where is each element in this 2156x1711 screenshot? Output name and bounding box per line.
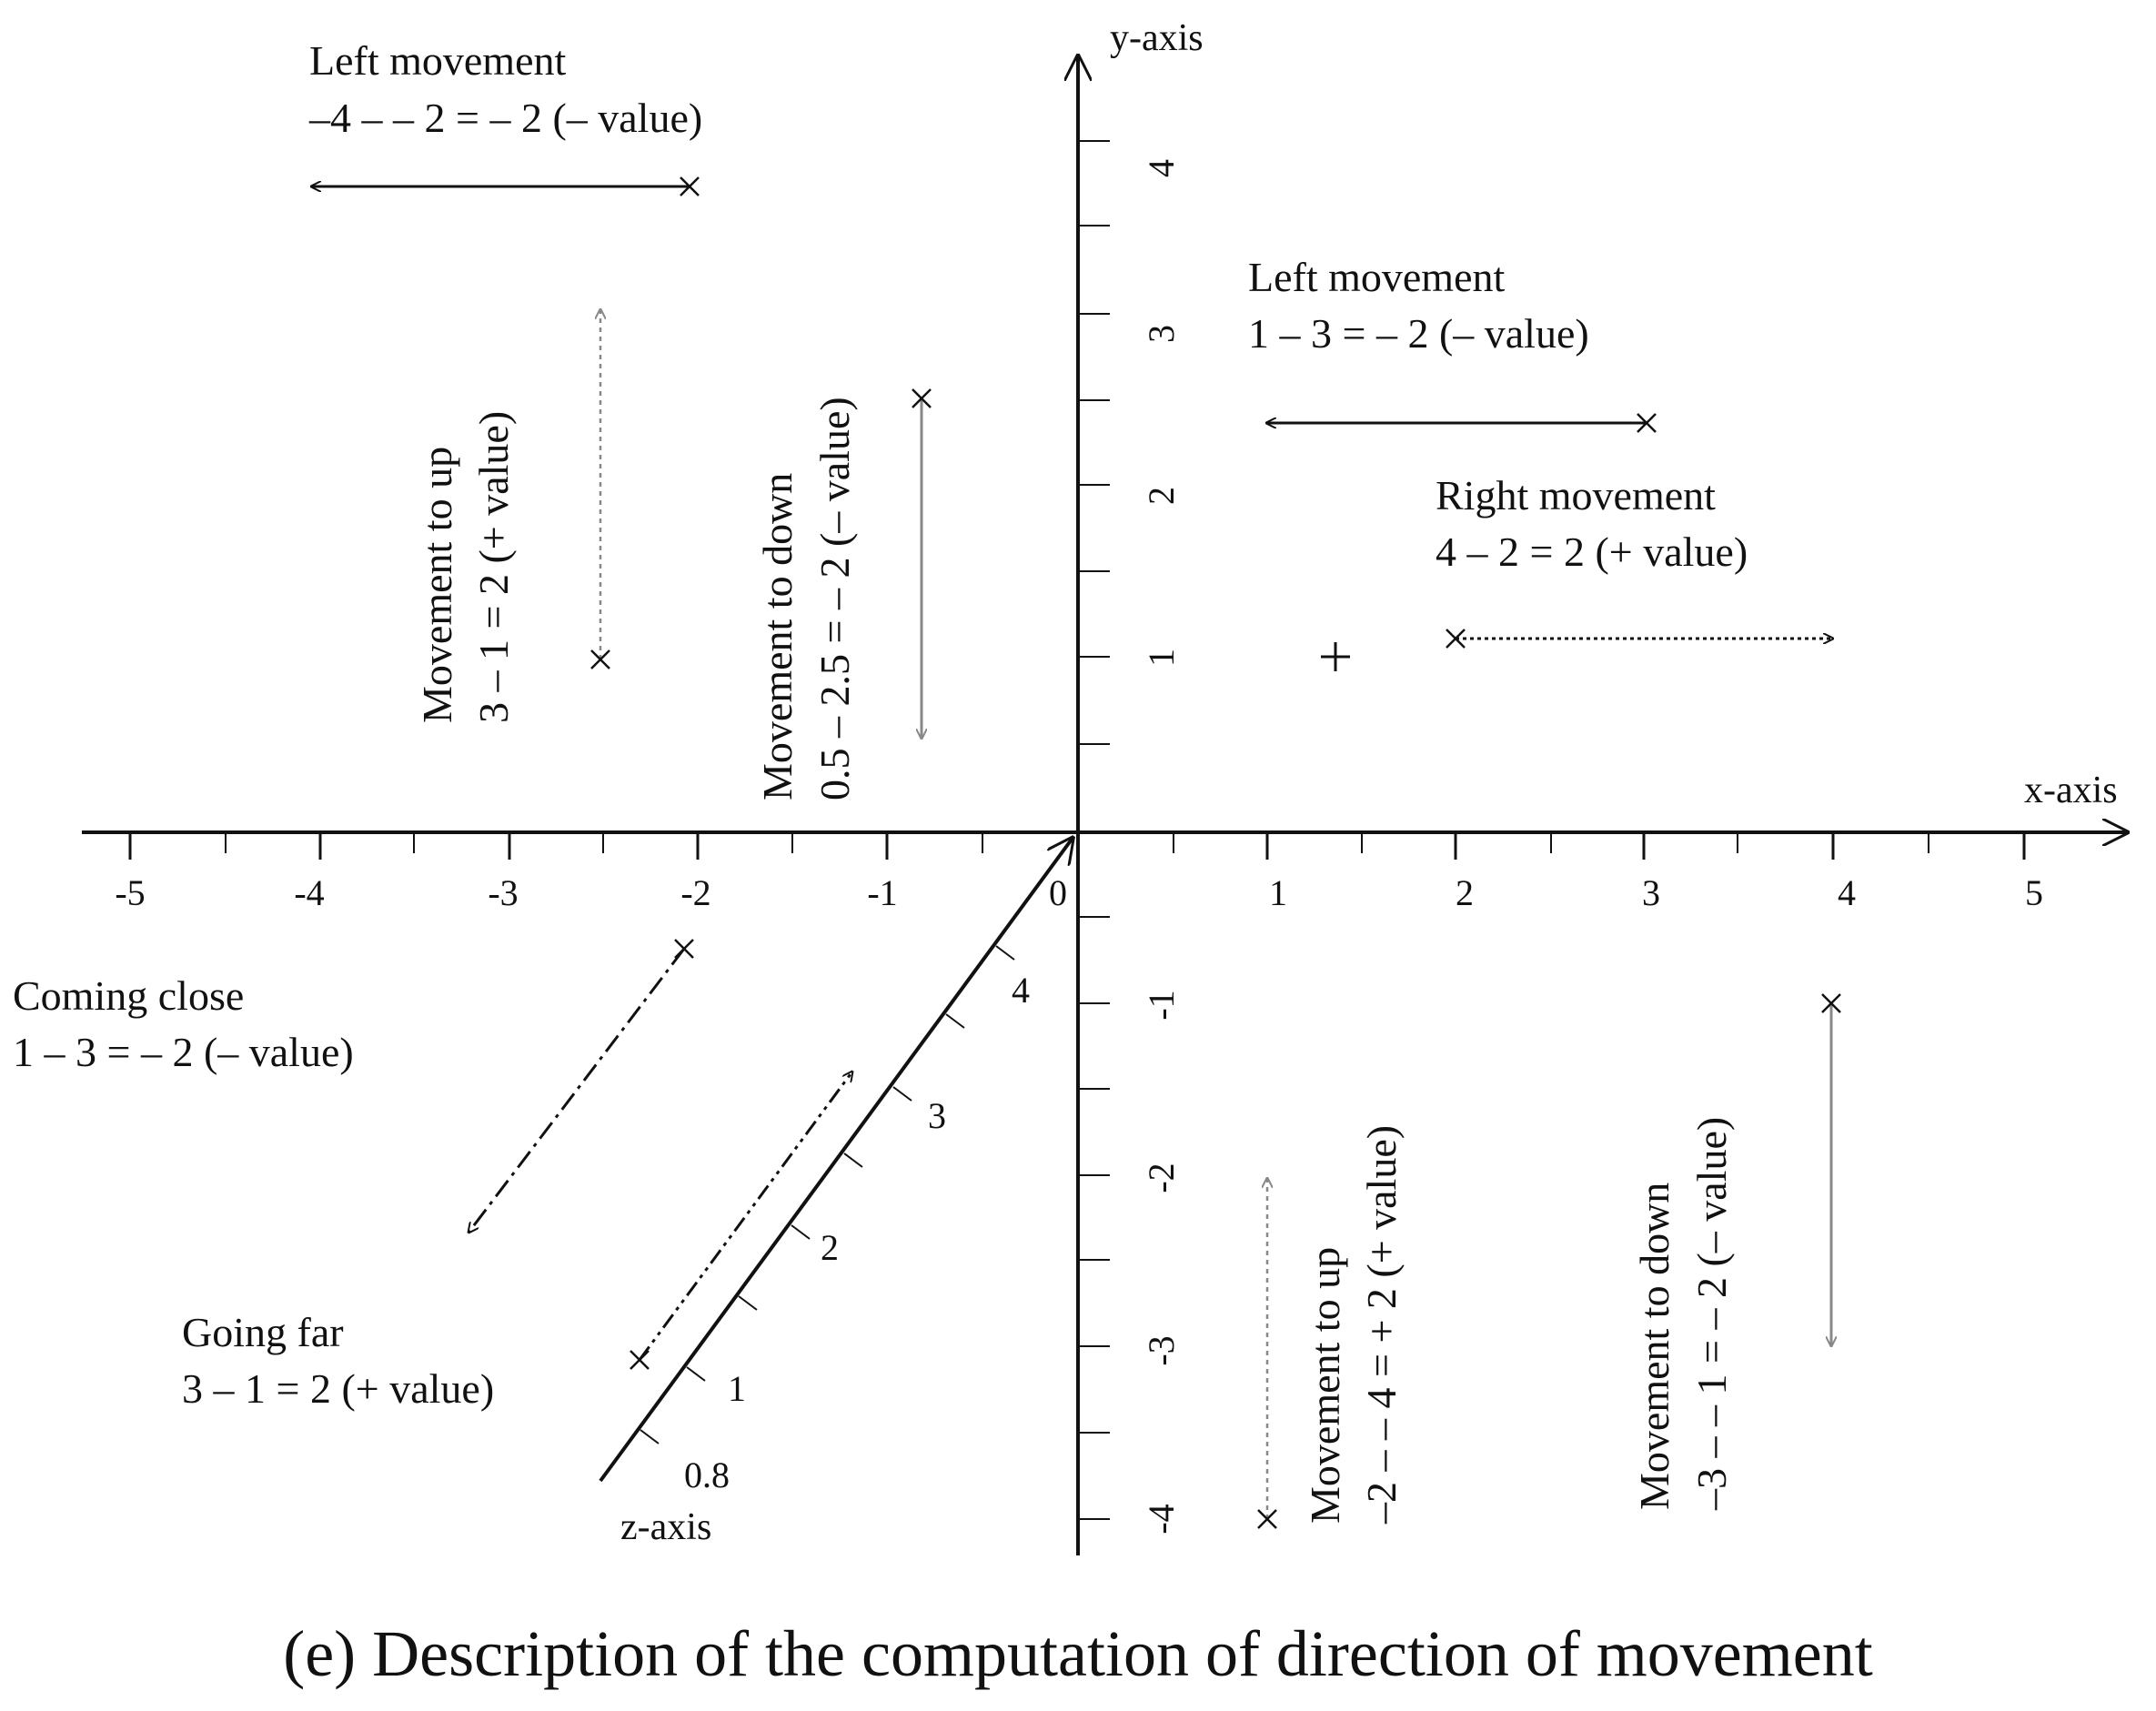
y-tick-label: -3	[1141, 1335, 1182, 1365]
y-tick-label: 2	[1141, 487, 1182, 505]
y-tick-label: 4	[1141, 159, 1182, 177]
y-tick-label: -1	[1141, 990, 1182, 1020]
left-movement-top-arrow	[311, 176, 700, 196]
x-tick-label: 5	[2025, 872, 2043, 913]
y-tick-label: -4	[1141, 1504, 1182, 1534]
x-tick-label: -4	[294, 872, 324, 913]
coming-close-title: Coming close	[13, 972, 244, 1019]
down-movement-right-title: Movement to down	[1631, 1183, 1677, 1510]
up-movement-left-formula: 3 – 1 = 2 (+ value)	[470, 411, 517, 723]
x-tick-label: 3	[1642, 872, 1660, 913]
z-tick-label: 3	[928, 1095, 946, 1136]
right-movement-arrow	[1446, 629, 1833, 649]
right-movement-title: Right movement	[1436, 472, 1716, 518]
left-movement-right-formula: 1 – 3 = – 2 (– value)	[1248, 310, 1589, 357]
left-movement-top-title: Left movement	[309, 37, 567, 84]
x-tick-label: -3	[488, 872, 518, 913]
up-movement-left-arrow	[590, 309, 610, 669]
x-tick-label: -5	[115, 872, 145, 913]
z-tick-label: 1	[728, 1368, 746, 1409]
coming-close-arrow	[468, 939, 694, 1233]
x-tick-label: 1	[1269, 872, 1287, 913]
going-far-formula: 3 – 1 = 2 (+ value)	[182, 1365, 494, 1412]
up-movement-bottom-formula: –2 – – 4 = + 2 (+ value)	[1358, 1125, 1405, 1525]
x-tick-label: 2	[1456, 872, 1474, 913]
down-movement-middle-title: Movement to down	[754, 473, 801, 800]
going-far-title: Going far	[182, 1309, 344, 1355]
down-movement-middle-arrow	[912, 388, 932, 739]
z-tick-label: 0.8	[684, 1454, 730, 1495]
z-axis: 0.8 1 2 3 4 z-axis	[599, 837, 1073, 1548]
z-tick-label: 4	[1012, 970, 1030, 1011]
z-axis-label: z-axis	[620, 1506, 711, 1548]
up-movement-bottom-title: Movement to up	[1302, 1247, 1348, 1524]
coming-close-formula: 1 – 3 = – 2 (– value)	[13, 1029, 354, 1075]
left-movement-right-title: Left movement	[1248, 254, 1506, 300]
down-movement-right-formula: –3 – – 1 = – 2 (– value)	[1688, 1117, 1735, 1511]
up-movement-bottom-arrow	[1257, 1178, 1277, 1529]
y-axis-label: y-axis	[1110, 17, 1204, 59]
left-movement-top-formula: –4 – – 2 = – 2 (– value)	[308, 95, 702, 141]
down-movement-right-arrow	[1821, 993, 1841, 1346]
z-tick-label: 2	[821, 1227, 839, 1268]
figure-caption: (e) Description of the computation of di…	[283, 1617, 1872, 1690]
x-axis-label: x-axis	[2024, 770, 2118, 811]
y-axis: y-axis 4 3 2 1 -1 -2 -3 -4	[1078, 17, 1204, 1555]
x-tick-label: -1	[867, 872, 897, 913]
left-movement-right-arrow	[1266, 413, 1657, 433]
going-far-arrow	[630, 1072, 852, 1370]
y-tick-label: -2	[1141, 1162, 1182, 1193]
up-movement-left-title: Movement to up	[414, 447, 460, 723]
x-axis: x-axis -5 -4 -3 -2 -1 0 1 2 3 4 5	[82, 770, 2129, 913]
x-tick-label: -2	[680, 872, 710, 913]
x-tick-label: 0	[1049, 872, 1067, 913]
y-tick-label: 3	[1141, 325, 1182, 343]
down-movement-middle-formula: 0.5 – 2.5 = – 2 (– value)	[811, 397, 858, 800]
reference-plus-marker	[1321, 642, 1350, 671]
y-tick-label: 1	[1141, 649, 1182, 667]
right-movement-formula: 4 – 2 = 2 (+ value)	[1436, 528, 1748, 575]
x-tick-label: 4	[1838, 872, 1856, 913]
